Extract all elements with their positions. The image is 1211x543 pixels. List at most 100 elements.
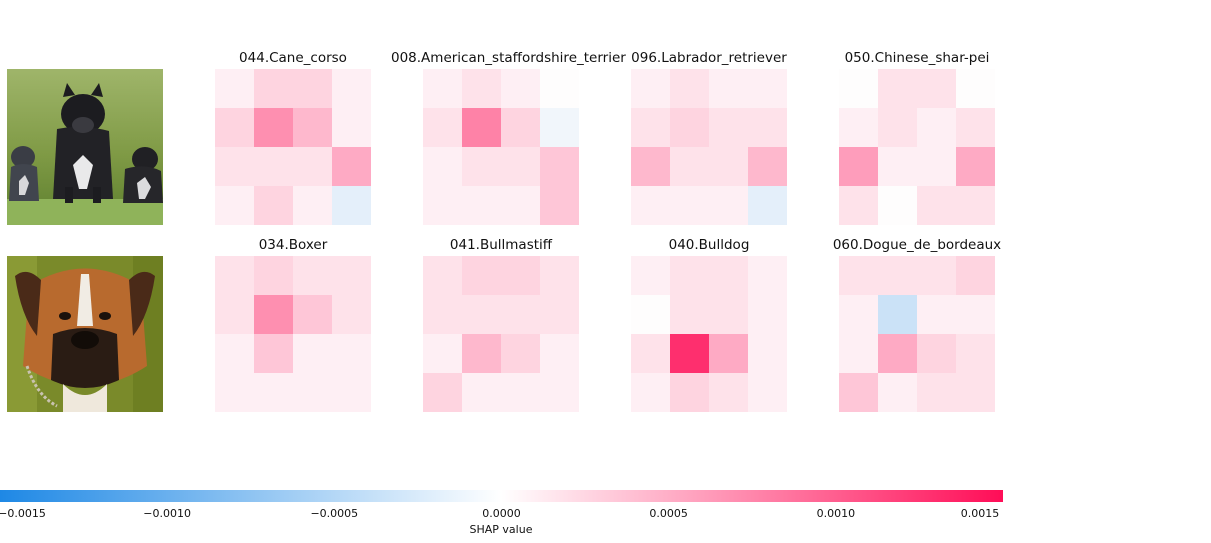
heatmap-cell	[631, 108, 670, 147]
heatmap-cell	[956, 186, 995, 225]
heatmap-cell	[332, 108, 371, 147]
heatmap-cell	[254, 373, 293, 412]
shap-heatmap-panel	[839, 256, 995, 412]
heatmap-cell	[878, 147, 917, 186]
heatmap-cell	[540, 295, 579, 334]
heatmap-cell	[709, 256, 748, 295]
heatmap-cell	[293, 69, 332, 108]
heatmap-cell	[423, 69, 462, 108]
heatmap-cell	[332, 147, 371, 186]
panel-title: 008.American_staffordshire_terrier	[391, 50, 626, 66]
heatmap-cell	[293, 295, 332, 334]
heatmap-cell	[709, 295, 748, 334]
heatmap-cell	[631, 256, 670, 295]
heatmap-cell	[670, 334, 709, 373]
heatmap-cell	[254, 295, 293, 334]
heatmap-cell	[540, 186, 579, 225]
heatmap-cell	[462, 186, 501, 225]
heatmap-cell	[956, 295, 995, 334]
heatmap-cell	[670, 295, 709, 334]
heatmap-cell	[839, 69, 878, 108]
heatmap-cell	[254, 256, 293, 295]
heatmap-cell	[501, 108, 540, 147]
heatmap-cell	[254, 108, 293, 147]
heatmap-cell	[878, 373, 917, 412]
shap-heatmap-panel	[215, 69, 371, 225]
heatmap-cell	[709, 186, 748, 225]
heatmap-cell	[839, 334, 878, 373]
heatmap-cell	[501, 256, 540, 295]
heatmap-cell	[501, 69, 540, 108]
panel-title: 044.Cane_corso	[239, 50, 347, 66]
heatmap-cell	[709, 147, 748, 186]
colorbar-label: SHAP value	[469, 523, 533, 536]
heatmap-cell	[254, 186, 293, 225]
heatmap-cell	[332, 256, 371, 295]
heatmap-cell	[631, 334, 670, 373]
heatmap-cell	[332, 334, 371, 373]
panel-title: 096.Labrador_retriever	[631, 50, 787, 66]
shap-heatmap-panel	[423, 69, 579, 225]
heatmap-cell	[670, 108, 709, 147]
heatmap-cell	[215, 147, 254, 186]
heatmap-cell	[293, 334, 332, 373]
heatmap-cell	[423, 373, 462, 412]
heatmap-cell	[670, 147, 709, 186]
heatmap-cell	[423, 334, 462, 373]
heatmap-cell	[215, 186, 254, 225]
heatmap-cell	[254, 334, 293, 373]
heatmap-cell	[501, 373, 540, 412]
heatmap-cell	[709, 69, 748, 108]
heatmap-cell	[423, 186, 462, 225]
heatmap-cell	[670, 69, 709, 108]
heatmap-cell	[332, 373, 371, 412]
heatmap-cell	[878, 295, 917, 334]
heatmap-cell	[293, 108, 332, 147]
heatmap-cell	[917, 108, 956, 147]
heatmap-cell	[670, 256, 709, 295]
heatmap-cell	[215, 256, 254, 295]
heatmap-cell	[631, 69, 670, 108]
heatmap-cell	[462, 334, 501, 373]
heatmap-cell	[839, 295, 878, 334]
heatmap-cell	[956, 147, 995, 186]
heatmap-cell	[748, 256, 787, 295]
heatmap-cell	[293, 147, 332, 186]
heatmap-cell	[631, 147, 670, 186]
shap-heatmap-panel	[215, 256, 371, 412]
heatmap-cell	[462, 295, 501, 334]
heatmap-cell	[215, 373, 254, 412]
heatmap-cell	[462, 256, 501, 295]
colorbar-tick-label: −0.0010	[143, 507, 192, 520]
heatmap-cell	[501, 186, 540, 225]
panel-title: 050.Chinese_shar-pei	[844, 50, 990, 66]
shap-heatmap-panel	[631, 256, 787, 412]
heatmap-cell	[709, 108, 748, 147]
heatmap-cell	[332, 69, 371, 108]
heatmap-cell	[670, 186, 709, 225]
heatmap-cell	[956, 69, 995, 108]
heatmap-cell	[462, 69, 501, 108]
heatmap-cell	[878, 186, 917, 225]
heatmap-cell	[878, 69, 917, 108]
heatmap-cell	[332, 295, 371, 334]
heatmap-cell	[839, 373, 878, 412]
heatmap-cell	[254, 147, 293, 186]
heatmap-cell	[839, 147, 878, 186]
heatmap-cell	[540, 147, 579, 186]
heatmap-cell	[215, 295, 254, 334]
heatmap-cell	[839, 186, 878, 225]
heatmap-cell	[540, 334, 579, 373]
heatmap-cell	[917, 69, 956, 108]
panel-title: 040.Bulldog	[668, 237, 750, 253]
heatmap-cell	[423, 256, 462, 295]
heatmap-cell	[956, 373, 995, 412]
panel-title: 041.Bullmastiff	[449, 237, 553, 253]
heatmap-cell	[540, 256, 579, 295]
colorbar-tick-label: 0.0000	[482, 507, 521, 520]
heatmap-cell	[540, 108, 579, 147]
colorbar-tick-label: −0.0005	[310, 507, 359, 520]
heatmap-cell	[917, 186, 956, 225]
heatmap-cell	[917, 373, 956, 412]
heatmap-cell	[215, 108, 254, 147]
